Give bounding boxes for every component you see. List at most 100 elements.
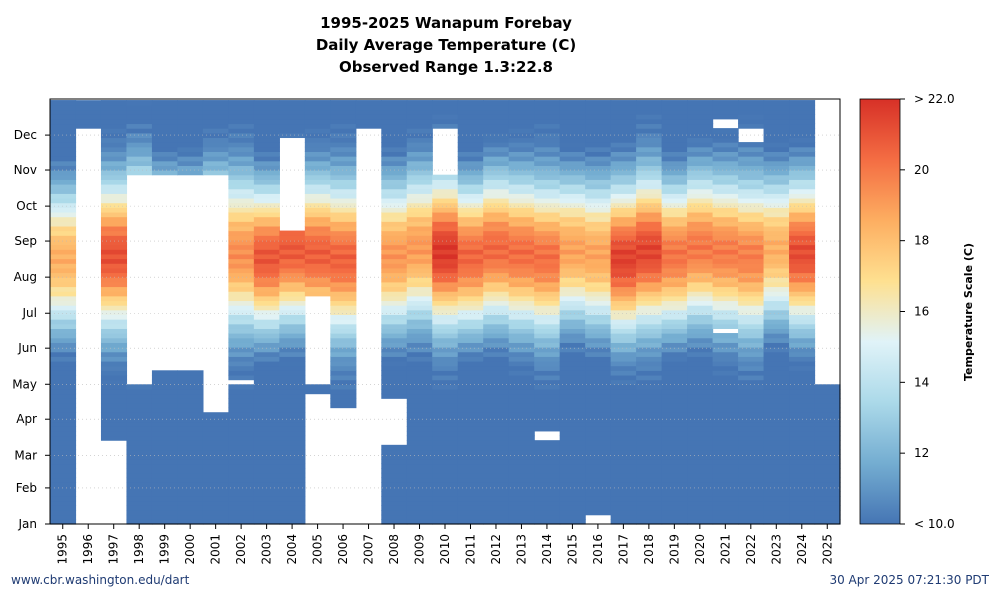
heatmap-cell bbox=[585, 319, 612, 325]
heatmap-cell bbox=[100, 342, 128, 348]
heatmap-cell bbox=[789, 235, 816, 241]
heatmap-cell bbox=[202, 412, 229, 418]
heatmap-cell bbox=[738, 100, 765, 101]
heatmap-cell bbox=[406, 449, 433, 455]
heatmap-cell bbox=[381, 514, 408, 520]
heatmap-cell bbox=[610, 398, 637, 404]
heatmap-cell bbox=[687, 202, 714, 208]
heatmap-cell bbox=[228, 286, 255, 292]
heatmap-cell bbox=[100, 193, 128, 199]
heatmap-cell bbox=[432, 510, 459, 516]
heatmap-cell bbox=[100, 370, 128, 376]
heatmap-cell bbox=[636, 258, 663, 264]
heatmap-cell bbox=[610, 211, 637, 218]
heatmap-cell bbox=[789, 128, 816, 134]
heatmap-cell bbox=[330, 267, 357, 274]
heatmap-cell bbox=[559, 184, 586, 190]
heatmap-cell bbox=[661, 514, 688, 520]
heatmap-cell bbox=[559, 388, 586, 395]
x-tick-label-2020: 2020 bbox=[693, 534, 707, 565]
heatmap-cell bbox=[814, 407, 841, 413]
heatmap-cell bbox=[661, 253, 688, 260]
heatmap-cell bbox=[483, 114, 510, 120]
heatmap-cell bbox=[763, 491, 790, 497]
heatmap-cell bbox=[585, 463, 612, 469]
heatmap-cell bbox=[763, 365, 790, 371]
heatmap-cell bbox=[50, 435, 77, 441]
heatmap-cell bbox=[508, 300, 535, 306]
heatmap-cell bbox=[636, 342, 663, 348]
heatmap-cell bbox=[712, 239, 739, 246]
heatmap-cell bbox=[789, 491, 816, 497]
heatmap-cell bbox=[687, 398, 714, 404]
heatmap-cell bbox=[687, 216, 714, 222]
heatmap-cell bbox=[534, 179, 561, 185]
heatmap-cell bbox=[177, 114, 204, 120]
heatmap-cell bbox=[151, 496, 179, 502]
heatmap-cell bbox=[202, 454, 229, 460]
heatmap-cell bbox=[330, 374, 357, 381]
heatmap-cell bbox=[432, 505, 459, 511]
heatmap-cell bbox=[789, 323, 816, 329]
heatmap-cell bbox=[50, 179, 77, 185]
heatmap-cell bbox=[432, 444, 459, 451]
heatmap-cell bbox=[483, 333, 510, 339]
heatmap-cell bbox=[50, 258, 77, 264]
heatmap-cell bbox=[789, 207, 816, 213]
heatmap-cell bbox=[50, 272, 77, 278]
heatmap-cell bbox=[381, 267, 408, 274]
heatmap-cell bbox=[228, 165, 255, 171]
heatmap-cell bbox=[738, 351, 765, 357]
heatmap-cell bbox=[687, 430, 714, 437]
heatmap-cell bbox=[610, 146, 637, 152]
heatmap-cell bbox=[177, 393, 204, 399]
heatmap-cell bbox=[304, 239, 331, 246]
heatmap-cell bbox=[763, 482, 790, 488]
heatmap-cell bbox=[738, 179, 765, 185]
heatmap-cell bbox=[432, 337, 459, 343]
heatmap-cell bbox=[763, 272, 790, 278]
heatmap-cell bbox=[202, 170, 229, 176]
heatmap-cell bbox=[381, 211, 408, 218]
heatmap-cell bbox=[50, 384, 77, 390]
footer-source-link[interactable]: www.cbr.washington.edu/dart bbox=[11, 573, 190, 587]
heatmap-cell bbox=[253, 356, 280, 362]
heatmap-cell bbox=[610, 337, 637, 343]
heatmap-cell bbox=[50, 309, 77, 316]
heatmap-cell bbox=[585, 249, 612, 255]
heatmap-cell bbox=[661, 100, 688, 106]
heatmap-cell bbox=[483, 519, 510, 525]
heatmap-cell bbox=[330, 142, 357, 148]
heatmap-cell bbox=[253, 314, 280, 320]
heatmap-cell bbox=[381, 249, 408, 255]
heatmap-cell bbox=[406, 463, 433, 469]
heatmap-cell bbox=[253, 179, 280, 185]
heatmap-cell bbox=[381, 263, 408, 269]
heatmap-cell bbox=[432, 267, 459, 274]
heatmap-cell bbox=[636, 309, 663, 316]
heatmap-cell bbox=[687, 156, 714, 162]
heatmap-cell bbox=[508, 258, 535, 264]
heatmap-cell bbox=[381, 342, 408, 348]
heatmap-cell bbox=[253, 496, 280, 502]
heatmap-cell bbox=[738, 211, 765, 218]
heatmap-cell bbox=[228, 230, 255, 236]
heatmap-cell bbox=[763, 440, 790, 446]
heatmap-cell bbox=[406, 444, 433, 451]
heatmap-cell bbox=[126, 477, 153, 483]
heatmap-cell bbox=[585, 482, 612, 488]
heatmap-cell bbox=[381, 258, 408, 264]
heatmap-cell bbox=[712, 179, 739, 185]
heatmap-cell bbox=[228, 468, 255, 474]
heatmap-cell bbox=[381, 393, 408, 399]
heatmap-cell bbox=[50, 114, 77, 120]
heatmap-cell bbox=[738, 165, 765, 171]
heatmap-cell bbox=[585, 146, 612, 152]
heatmap-cell bbox=[763, 351, 790, 357]
heatmap-cell bbox=[100, 207, 128, 213]
heatmap-cell bbox=[738, 379, 765, 385]
heatmap-cell bbox=[687, 458, 714, 465]
heatmap-cell bbox=[610, 188, 637, 194]
heatmap-cell bbox=[712, 225, 739, 232]
heatmap-cell bbox=[585, 197, 612, 204]
